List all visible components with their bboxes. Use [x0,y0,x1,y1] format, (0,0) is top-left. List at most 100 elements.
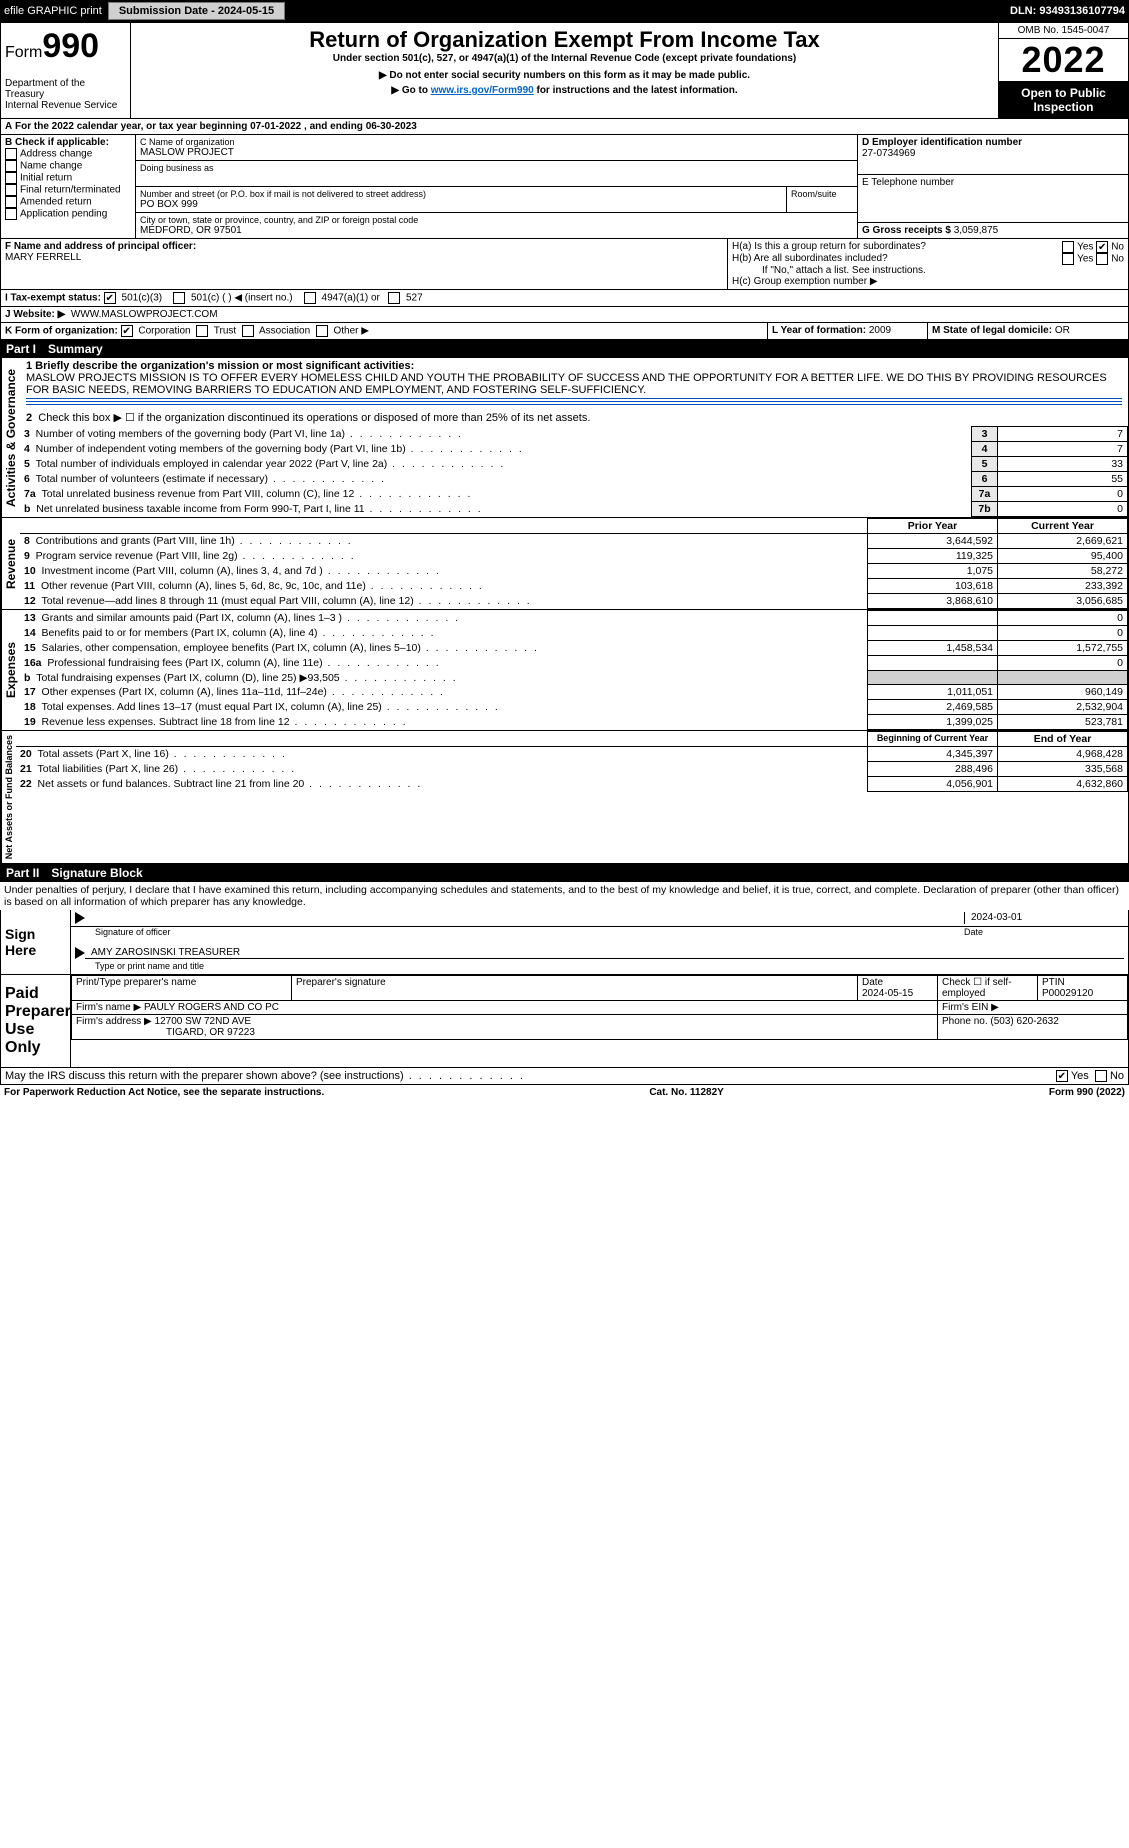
ha-yesno[interactable]: Yes No [1062,241,1124,253]
table-row: 18 Total expenses. Add lines 13–17 (must… [20,700,1128,715]
firm-ein-label: Firm's EIN ▶ [938,1001,1128,1015]
section-klm: K Form of organization: Corporation Trus… [0,323,1129,340]
vert-net-assets: Net Assets or Fund Balances [1,731,16,863]
table-row: 14 Benefits paid to or for members (Part… [20,626,1128,641]
omb-number: OMB No. 1545-0047 [999,23,1128,38]
firm-address1: 12700 SW 72ND AVE [155,1016,252,1027]
self-employed-check[interactable]: Check ☐ if self-employed [938,976,1038,1001]
table-row: 11 Other revenue (Part VIII, column (A),… [20,579,1128,594]
prior-year-header: Prior Year [868,519,998,534]
check-initial-return[interactable]: Initial return [5,172,131,184]
sign-here-label: Sign Here [1,910,71,974]
table-row: 22 Net assets or fund balances. Subtract… [16,777,1128,792]
table-row: 4 Number of independent voting members o… [20,442,1128,457]
ssn-note: ▶ Do not enter social security numbers o… [135,70,994,81]
section-d-label: D Employer identification number [862,137,1124,148]
check-application-pending[interactable]: Application pending [5,208,131,220]
city-state-zip: MEDFORD, OR 97501 [140,225,853,236]
table-row: 8 Contributions and grants (Part VIII, l… [20,534,1128,549]
hb-yesno[interactable]: Yes No [1062,253,1124,265]
table-row: 5 Total number of individuals employed i… [20,457,1128,472]
hb-label: H(b) Are all subordinates included? [732,253,888,265]
dln: DLN: 93493136107794 [1010,5,1125,17]
check-final-return[interactable]: Final return/terminated [5,184,131,196]
form-ref: Form 990 (2022) [1049,1087,1125,1098]
table-row: 3 Number of voting members of the govern… [20,427,1128,442]
section-e-label: E Telephone number [862,177,1124,188]
form-header: Form990 Department of the Treasury Inter… [0,22,1129,119]
irs-label: Internal Revenue Service [5,100,126,111]
table-row: 9 Program service revenue (Part VIII, li… [20,549,1128,564]
paperwork-notice: For Paperwork Reduction Act Notice, see … [4,1087,324,1098]
table-row: b Net unrelated business taxable income … [20,502,1128,517]
check-trust[interactable] [196,325,208,337]
line-a-tax-year: A For the 2022 calendar year, or tax yea… [0,119,1129,135]
check-amended-return[interactable]: Amended return [5,196,131,208]
cat-number: Cat. No. 11282Y [649,1087,723,1098]
hc-label: H(c) Group exemption number ▶ [732,276,1124,287]
current-year-header: Current Year [998,519,1128,534]
addr-label: Number and street (or P.O. box if mail i… [140,189,782,199]
discuss-yesno[interactable]: Yes No [1056,1070,1124,1082]
year-formation: 2009 [869,325,891,336]
perjury-declaration: Under penalties of perjury, I declare th… [0,882,1129,910]
vert-activities-governance: Activities & Governance [1,358,20,517]
k-label: K Form of organization: [5,326,118,337]
table-row: 10 Investment income (Part VIII, column … [20,564,1128,579]
table-row: 20 Total assets (Part X, line 16)4,345,3… [16,747,1128,762]
firm-phone: (503) 620-2632 [990,1016,1058,1027]
sig-officer-label: Signature of officer [75,927,964,937]
efile-topbar: efile GRAPHIC print Submission Date - 20… [0,0,1129,22]
check-527[interactable] [388,292,400,304]
part2-header: Part IISignature Block [0,864,1129,882]
table-row: 6 Total number of volunteers (estimate i… [20,472,1128,487]
dept-label: Department of the Treasury [5,78,126,100]
check-association[interactable] [242,325,254,337]
check-501c[interactable] [173,292,185,304]
check-other[interactable] [316,325,328,337]
dba-label: Doing business as [140,163,853,173]
street-address: PO BOX 999 [140,199,782,210]
ptin: P00029120 [1042,988,1093,999]
section-c-label: C Name of organization [140,137,853,147]
form-title: Return of Organization Exempt From Incom… [135,27,994,53]
check-501c3[interactable] [104,292,116,304]
j-label: J Website: ▶ [5,309,65,320]
section-i: I Tax-exempt status: 501(c)(3) 501(c) ( … [0,290,1129,307]
print-preparer-label: Print/Type preparer's name [72,976,292,1001]
page-footer: For Paperwork Reduction Act Notice, see … [0,1085,1129,1100]
table-row: 17 Other expenses (Part IX, column (A), … [20,685,1128,700]
form-number: Form990 [5,27,126,66]
table-row: 7a Total unrelated business revenue from… [20,487,1128,502]
arrow-icon [75,947,85,959]
open-inspection: Open to Public Inspection [999,82,1128,118]
section-f-label: F Name and address of principal officer: [5,241,723,252]
revenue-table: Prior Year Current Year 8 Contributions … [20,518,1128,609]
arrow-icon [75,912,85,924]
check-corporation[interactable] [121,325,133,337]
preparer-date: 2024-05-15 [862,988,913,999]
net-assets-block: Net Assets or Fund Balances Beginning of… [0,731,1129,864]
sign-date: 2024-03-01 [964,912,1124,924]
table-row: 15 Salaries, other compensation, employe… [20,641,1128,656]
irs-link[interactable]: www.irs.gov/Form990 [431,85,534,96]
principal-officer: MARY FERRELL [5,252,723,263]
ein: 27-0734969 [862,148,1124,159]
sign-here-block: Sign Here 2024-03-01 Signature of office… [0,910,1129,975]
check-address-change[interactable]: Address change [5,148,131,160]
submission-date-button[interactable]: Submission Date - 2024-05-15 [108,2,285,20]
org-name: MASLOW PROJECT [140,147,853,158]
tax-year: 2022 [999,38,1128,82]
check-4947[interactable] [304,292,316,304]
efile-label: efile GRAPHIC print [4,5,102,17]
part1-header: Part ISummary [0,340,1129,358]
type-name-label: Type or print name and title [71,961,1128,973]
section-bcd: B Check if applicable: Address change Na… [0,135,1129,239]
expenses-block: Expenses 13 Grants and similar amounts p… [0,610,1129,731]
preparer-sig-label: Preparer's signature [292,976,858,1001]
website-url: WWW.MASLOWPROJECT.COM [71,309,218,320]
check-name-change[interactable]: Name change [5,160,131,172]
expenses-table: 13 Grants and similar amounts paid (Part… [20,610,1128,730]
section-j: J Website: ▶ WWW.MASLOWPROJECT.COM [0,307,1129,323]
gross-receipts: 3,059,875 [954,225,999,236]
